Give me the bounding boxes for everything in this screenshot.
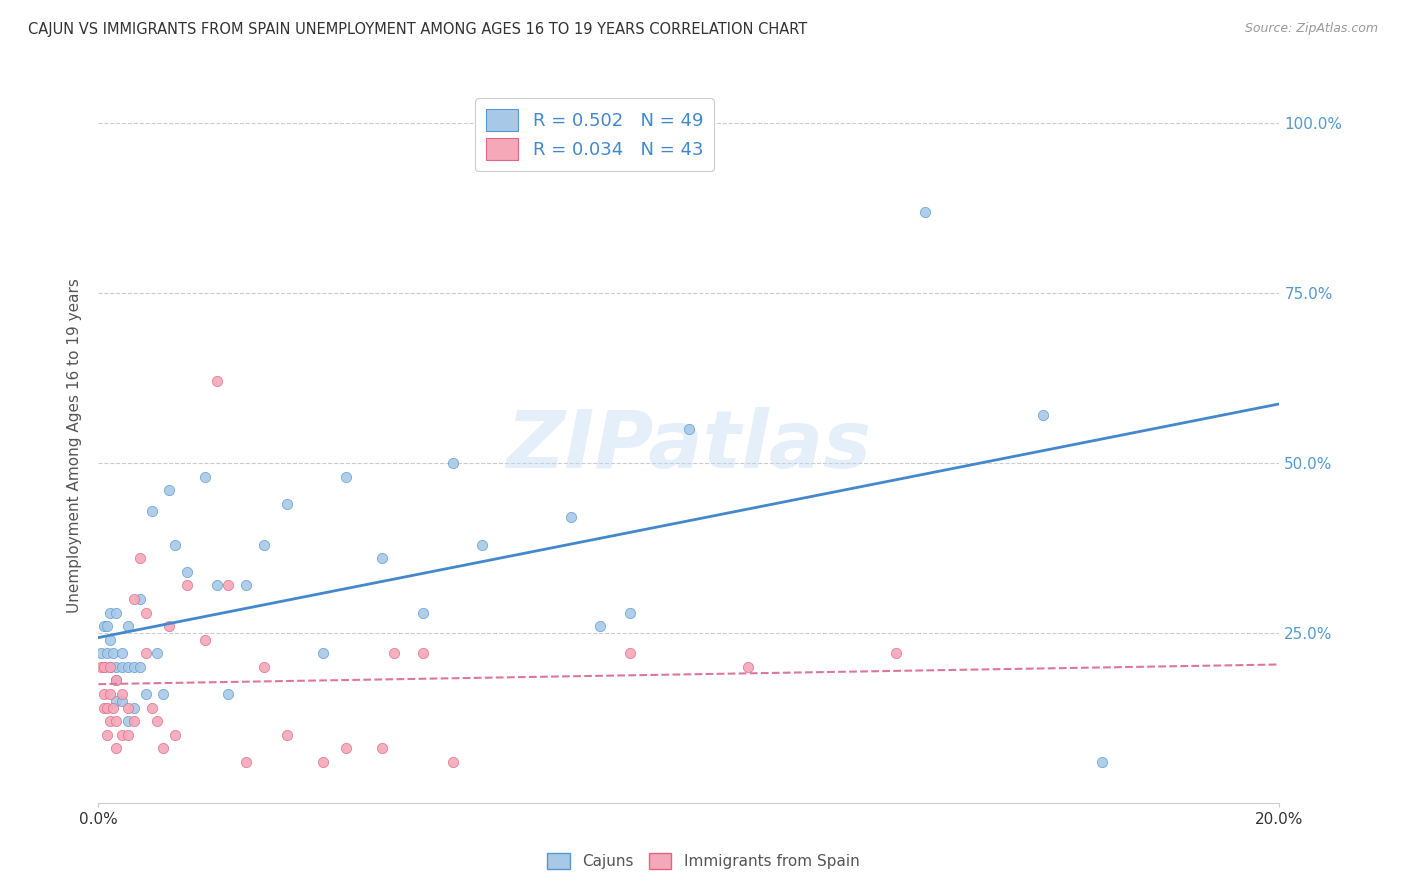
Point [122,700,145,714]
Point [103,700,125,714]
Point [176,565,198,579]
Point [111,660,134,674]
Point [96,619,118,633]
Point [276,728,298,742]
Point [884,646,907,660]
Point [117,619,139,633]
Point [98,660,121,674]
Point [146,646,169,660]
Point [128,591,150,606]
Point [141,700,163,714]
Point [105,673,128,688]
Point [152,687,174,701]
Point [98,660,121,674]
Legend: Cajuns, Immigrants from Spain: Cajuns, Immigrants from Spain [540,847,866,875]
Point [111,728,134,742]
Point [1091,755,1114,769]
Point [105,673,128,688]
Point [253,660,276,674]
Point [141,503,163,517]
Point [135,606,157,620]
Point [105,606,128,620]
Point [194,469,217,483]
Point [105,714,128,729]
Text: ZIPatlas: ZIPatlas [506,407,872,485]
Point [412,646,434,660]
Point [335,469,357,483]
Point [217,687,239,701]
Point [135,646,157,660]
Point [98,714,121,729]
Point [276,497,298,511]
Point [412,606,434,620]
Point [105,694,128,708]
Point [157,483,180,498]
Point [165,728,187,742]
Point [96,728,118,742]
Point [589,619,612,633]
Point [441,456,464,470]
Point [117,714,139,729]
Point [117,700,139,714]
Point [111,646,134,660]
Point [235,755,257,769]
Point [111,694,134,708]
Point [382,646,405,660]
Point [619,646,641,660]
Point [146,714,169,729]
Point [103,646,125,660]
Point [122,591,145,606]
Point [560,510,582,524]
Point [98,687,121,701]
Point [1032,409,1054,423]
Point [371,551,394,566]
Point [96,646,118,660]
Point [98,632,121,647]
Point [678,422,700,436]
Legend: R = 0.502   N = 49, R = 0.034   N = 43: R = 0.502 N = 49, R = 0.034 N = 43 [475,98,714,171]
Point [312,755,335,769]
Point [165,537,187,551]
Point [90,660,112,674]
Point [98,606,121,620]
Point [93,660,115,674]
Point [93,660,115,674]
Point [90,646,112,660]
Point [117,660,139,674]
Point [176,578,198,592]
Point [335,741,357,756]
Point [205,375,228,389]
Point [135,687,157,701]
Point [122,714,145,729]
Point [371,741,394,756]
Point [205,578,228,592]
Text: CAJUN VS IMMIGRANTS FROM SPAIN UNEMPLOYMENT AMONG AGES 16 TO 19 YEARS CORRELATIO: CAJUN VS IMMIGRANTS FROM SPAIN UNEMPLOYM… [28,22,807,37]
Point [93,687,115,701]
Point [737,660,759,674]
Point [128,660,150,674]
Point [93,619,115,633]
Point [117,728,139,742]
Point [471,537,494,551]
Point [619,606,641,620]
Point [152,741,174,756]
Y-axis label: Unemployment Among Ages 16 to 19 years: Unemployment Among Ages 16 to 19 years [67,278,83,614]
Point [111,687,134,701]
Point [235,578,257,592]
Point [441,755,464,769]
Point [157,619,180,633]
Point [128,551,150,566]
Point [217,578,239,592]
Text: Source: ZipAtlas.com: Source: ZipAtlas.com [1244,22,1378,36]
Point [96,700,118,714]
Point [253,537,276,551]
Point [93,700,115,714]
Point [122,660,145,674]
Point [914,204,936,219]
Point [105,741,128,756]
Point [194,632,217,647]
Point [105,660,128,674]
Point [312,646,335,660]
